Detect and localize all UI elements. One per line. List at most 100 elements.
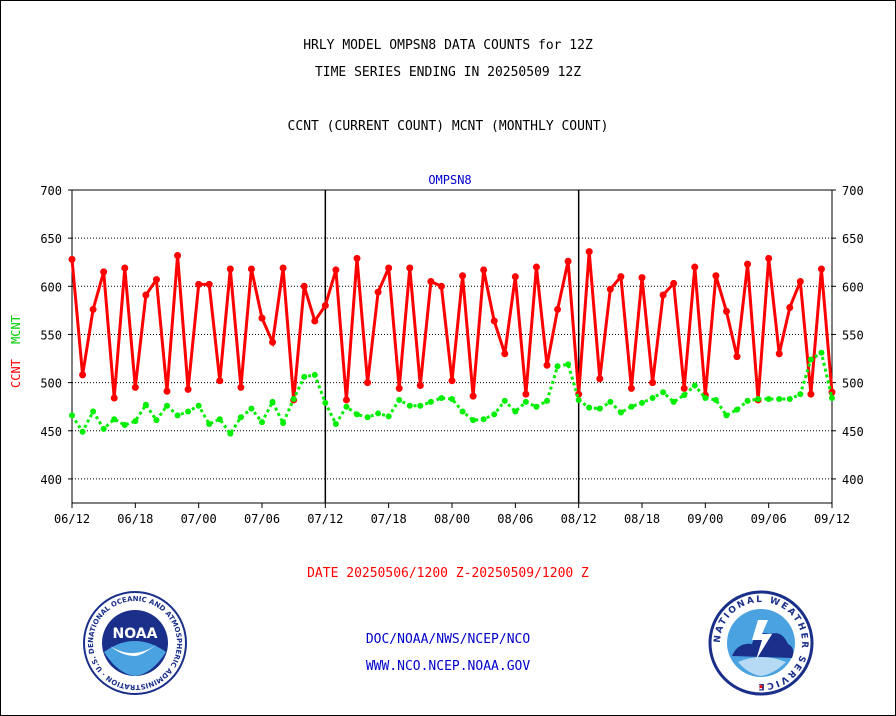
- data-point-ccnt: [807, 390, 815, 398]
- data-point-ccnt: [744, 260, 752, 268]
- data-point-mcnt: [702, 395, 709, 402]
- data-point-ccnt: [79, 371, 87, 379]
- data-point-mcnt: [69, 412, 75, 419]
- data-point-mcnt: [417, 402, 424, 409]
- data-point-mcnt: [470, 417, 477, 424]
- y-tick-label-right: 550: [842, 328, 864, 342]
- nws-logo: NATIONAL WEATHER SERVICE ★: [708, 590, 814, 696]
- data-point-ccnt: [226, 265, 234, 273]
- noaa-logo: NATIONAL OCEANIC AND ATMOSPHERIC ADMINIS…: [82, 590, 187, 695]
- data-point-ccnt: [511, 273, 519, 281]
- data-point-ccnt: [332, 266, 340, 274]
- chart-title: OMPSN8: [428, 173, 471, 187]
- data-point-ccnt: [606, 285, 614, 293]
- data-point-ccnt: [269, 338, 277, 346]
- y-tick-label-left: 500: [40, 377, 62, 391]
- data-point-ccnt: [448, 377, 456, 385]
- data-point-mcnt: [554, 363, 561, 370]
- data-point-ccnt: [659, 291, 667, 299]
- svg-text:★: ★: [758, 681, 764, 692]
- y-tick-label-right: 400: [842, 473, 864, 487]
- data-point-mcnt: [734, 406, 740, 413]
- data-point-ccnt: [216, 377, 224, 385]
- data-point-mcnt: [100, 425, 107, 432]
- series: [68, 248, 836, 437]
- data-point-ccnt: [722, 307, 730, 315]
- data-point-ccnt: [585, 248, 593, 256]
- data-point-mcnt: [90, 408, 97, 415]
- data-point-ccnt: [174, 251, 182, 259]
- data-point-ccnt: [100, 268, 108, 276]
- data-point-ccnt: [374, 288, 382, 296]
- data-point-mcnt: [755, 395, 762, 402]
- data-point-ccnt: [321, 302, 329, 310]
- x-tick-label: 08/00: [434, 512, 470, 526]
- data-point-ccnt: [121, 264, 129, 272]
- data-point-ccnt: [786, 303, 794, 311]
- data-point-ccnt: [480, 266, 488, 274]
- data-point-ccnt: [416, 382, 424, 390]
- date-range-label: DATE 20250506/1200 Z-20250509/1200 Z: [307, 566, 589, 581]
- data-point-mcnt: [744, 397, 751, 404]
- y-tick-label-right: 700: [842, 184, 864, 198]
- data-point-ccnt: [437, 282, 445, 290]
- data-point-mcnt: [227, 430, 234, 437]
- x-tick-label: 07/00: [181, 512, 217, 526]
- data-point-ccnt: [89, 305, 97, 313]
- y-tick-label-left: 400: [40, 473, 62, 487]
- data-point-ccnt: [427, 277, 435, 285]
- data-point-ccnt: [195, 280, 203, 288]
- data-point-ccnt: [152, 276, 160, 284]
- data-point-ccnt: [691, 263, 699, 271]
- data-point-ccnt: [364, 379, 372, 387]
- data-point-mcnt: [174, 412, 181, 419]
- data-point-mcnt: [248, 405, 255, 412]
- data-point-ccnt: [342, 396, 350, 404]
- data-point-mcnt: [290, 395, 297, 402]
- data-point-ccnt: [817, 265, 825, 273]
- data-point-mcnt: [797, 391, 804, 398]
- data-point-mcnt: [480, 416, 487, 423]
- data-point-ccnt: [184, 385, 192, 393]
- data-point-mcnt: [111, 416, 118, 423]
- data-point-ccnt: [596, 375, 604, 383]
- data-point-mcnt: [195, 402, 202, 409]
- data-point-mcnt: [427, 398, 434, 405]
- data-point-ccnt: [131, 383, 139, 391]
- data-point-ccnt: [311, 317, 319, 325]
- y-axis-label-ccnt: CCNT: [9, 359, 23, 388]
- data-point-mcnt: [501, 397, 508, 404]
- header-line-1: HRLY MODEL OMPSN8 DATA COUNTS for 12Z: [303, 38, 593, 53]
- data-point-mcnt: [712, 396, 719, 403]
- data-point-mcnt: [818, 349, 825, 356]
- data-point-mcnt: [786, 395, 793, 402]
- data-point-ccnt: [258, 314, 266, 322]
- data-point-mcnt: [607, 398, 614, 405]
- x-tick-label: 06/18: [117, 512, 153, 526]
- org-label: DOC/NOAA/NWS/NCEP/NCO: [365, 632, 531, 647]
- data-point-mcnt: [301, 373, 308, 380]
- data-point-mcnt: [206, 421, 213, 428]
- data-point-ccnt: [712, 272, 720, 280]
- url-label: WWW.NCO.NCEP.NOAA.GOV: [365, 659, 531, 674]
- data-point-mcnt: [354, 411, 360, 418]
- data-point-mcnt: [259, 419, 265, 426]
- data-point-mcnt: [829, 395, 835, 402]
- data-point-mcnt: [681, 392, 688, 399]
- data-point-ccnt: [385, 264, 393, 272]
- data-point-ccnt: [501, 350, 509, 358]
- data-point-ccnt: [775, 350, 783, 358]
- data-point-mcnt: [237, 414, 244, 421]
- data-point-ccnt: [649, 379, 657, 387]
- data-point-ccnt: [680, 384, 688, 392]
- data-point-mcnt: [343, 403, 350, 410]
- data-point-ccnt: [110, 394, 118, 402]
- data-point-mcnt: [575, 396, 582, 403]
- data-point-ccnt: [627, 384, 635, 392]
- data-point-mcnt: [216, 416, 223, 423]
- x-tick-label: 07/18: [371, 512, 407, 526]
- data-point-mcnt: [280, 420, 287, 427]
- data-point-mcnt: [185, 408, 192, 415]
- data-point-mcnt: [776, 395, 783, 402]
- data-point-ccnt: [163, 387, 171, 395]
